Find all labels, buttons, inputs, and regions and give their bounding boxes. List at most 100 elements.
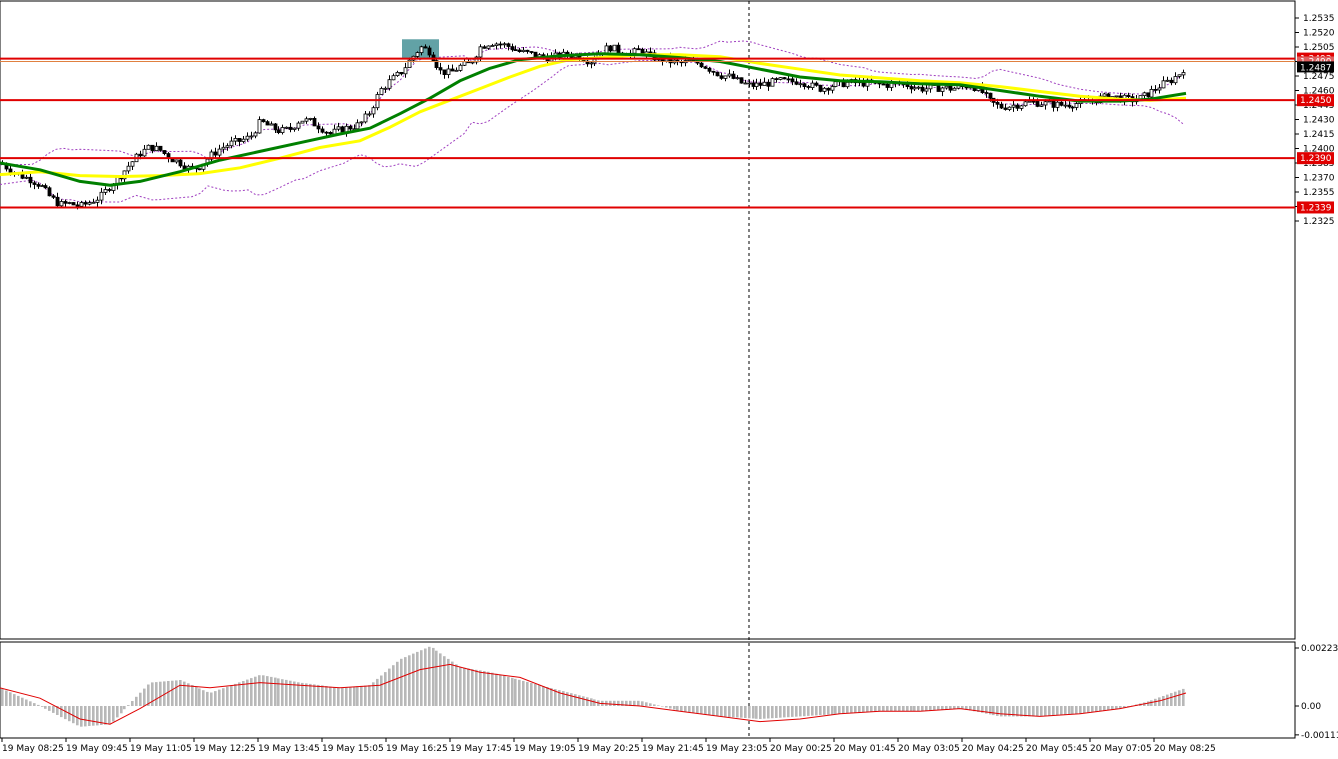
candle-body	[1169, 79, 1174, 84]
candle-body	[988, 92, 993, 99]
candle-body	[1070, 106, 1075, 109]
histogram-bar	[135, 696, 138, 706]
histogram-bar	[949, 706, 952, 710]
candle-body	[320, 128, 325, 133]
candle-body	[822, 87, 827, 92]
candle-body	[28, 176, 33, 184]
histogram-bar	[353, 686, 356, 706]
candle-body	[71, 202, 76, 206]
candle-body	[608, 45, 613, 52]
histogram-bar	[408, 655, 411, 706]
time-tick-label: 20 May 05:45	[1026, 744, 1088, 754]
histogram-bar	[692, 706, 695, 713]
axes-layer: 1.25351.25201.25051.24901.24751.24601.24…	[1, 14, 1338, 754]
histogram-bar	[704, 706, 707, 715]
histogram-bar	[44, 706, 47, 709]
histogram-bar	[989, 706, 992, 715]
candle-body	[482, 46, 487, 49]
histogram-bar	[1154, 698, 1157, 706]
histogram-bar	[665, 706, 668, 708]
histogram-bar	[29, 701, 32, 706]
candle-body	[63, 201, 68, 204]
candle-body	[43, 185, 48, 189]
histogram-bar	[48, 706, 51, 711]
histogram-bar	[230, 685, 233, 706]
histogram-bar	[428, 646, 431, 706]
histogram-bar	[1044, 706, 1047, 717]
candle-body	[470, 61, 475, 64]
candle-body	[261, 119, 266, 123]
histogram-bar	[1040, 706, 1043, 717]
candle-body	[589, 62, 594, 65]
histogram-bar	[1182, 688, 1185, 706]
histogram-bar	[554, 689, 557, 706]
histogram-bar	[364, 685, 367, 706]
candle-body	[225, 145, 230, 148]
current-price-tag-label: 1.2487	[1300, 63, 1332, 73]
oscillator-tick-label: 0.00223	[1301, 644, 1338, 654]
oscillator-plot-area[interactable]	[0, 641, 1296, 739]
candle-body	[735, 77, 740, 80]
histogram-bar	[815, 706, 818, 716]
histogram-bar	[325, 686, 328, 706]
candle-body	[818, 84, 823, 92]
histogram-bar	[669, 706, 672, 709]
histogram-bar	[443, 656, 446, 706]
histogram-bar	[108, 706, 111, 725]
candle-body	[1102, 93, 1107, 97]
histogram-bar	[317, 684, 320, 706]
candle-body	[415, 52, 420, 57]
histogram-bar	[313, 684, 316, 706]
envelope-upper-band	[0, 40, 1185, 166]
candle-body	[146, 144, 151, 150]
histogram-bar	[333, 687, 336, 706]
histogram-bar	[981, 706, 984, 713]
time-tick-label: 19 May 13:45	[258, 744, 320, 754]
histogram-bar	[985, 706, 988, 714]
histogram-bar	[483, 671, 486, 706]
histogram-bar	[171, 680, 174, 706]
price-tick-label: 1.2325	[1303, 217, 1335, 227]
histogram-bar	[17, 695, 20, 706]
histogram-bar	[274, 677, 277, 706]
histogram-bar	[1, 688, 4, 706]
candle-body	[395, 72, 400, 77]
histogram-bar	[191, 685, 194, 706]
candle-body	[1114, 95, 1119, 98]
main-plot-area[interactable]	[0, 0, 1296, 640]
histogram-bar	[728, 706, 731, 717]
histogram-bar	[898, 706, 901, 712]
histogram-bar	[862, 706, 865, 713]
histogram-bar	[977, 706, 980, 712]
candle-body	[1157, 87, 1162, 91]
histogram-bar	[744, 706, 747, 718]
histogram-bar	[534, 684, 537, 706]
candle-body	[1043, 101, 1048, 106]
oscillator-tick-label: 0.00	[1301, 702, 1321, 712]
histogram-bar	[1060, 706, 1063, 716]
histogram-bar	[854, 706, 857, 713]
histogram-bar	[131, 701, 134, 706]
histogram-bar	[866, 706, 869, 712]
candle-body	[636, 48, 641, 51]
candle-body	[241, 138, 246, 142]
candle-body	[332, 128, 337, 135]
histogram-bar	[195, 686, 198, 706]
candle-body	[40, 185, 45, 188]
candle-body	[403, 67, 408, 75]
candle-body	[438, 67, 443, 71]
candle-body	[276, 129, 281, 133]
histogram-bar	[969, 706, 972, 711]
histogram-bar	[392, 665, 395, 706]
histogram-bar	[910, 706, 913, 712]
histogram-bar	[906, 706, 909, 712]
candle-body	[47, 187, 52, 197]
candle-body	[648, 51, 653, 54]
histogram-bar	[590, 698, 593, 706]
histogram-bar	[783, 706, 786, 718]
candle-body	[316, 125, 321, 130]
candle-body	[296, 122, 301, 129]
histogram-bar	[242, 681, 245, 706]
histogram-bar	[250, 678, 253, 706]
